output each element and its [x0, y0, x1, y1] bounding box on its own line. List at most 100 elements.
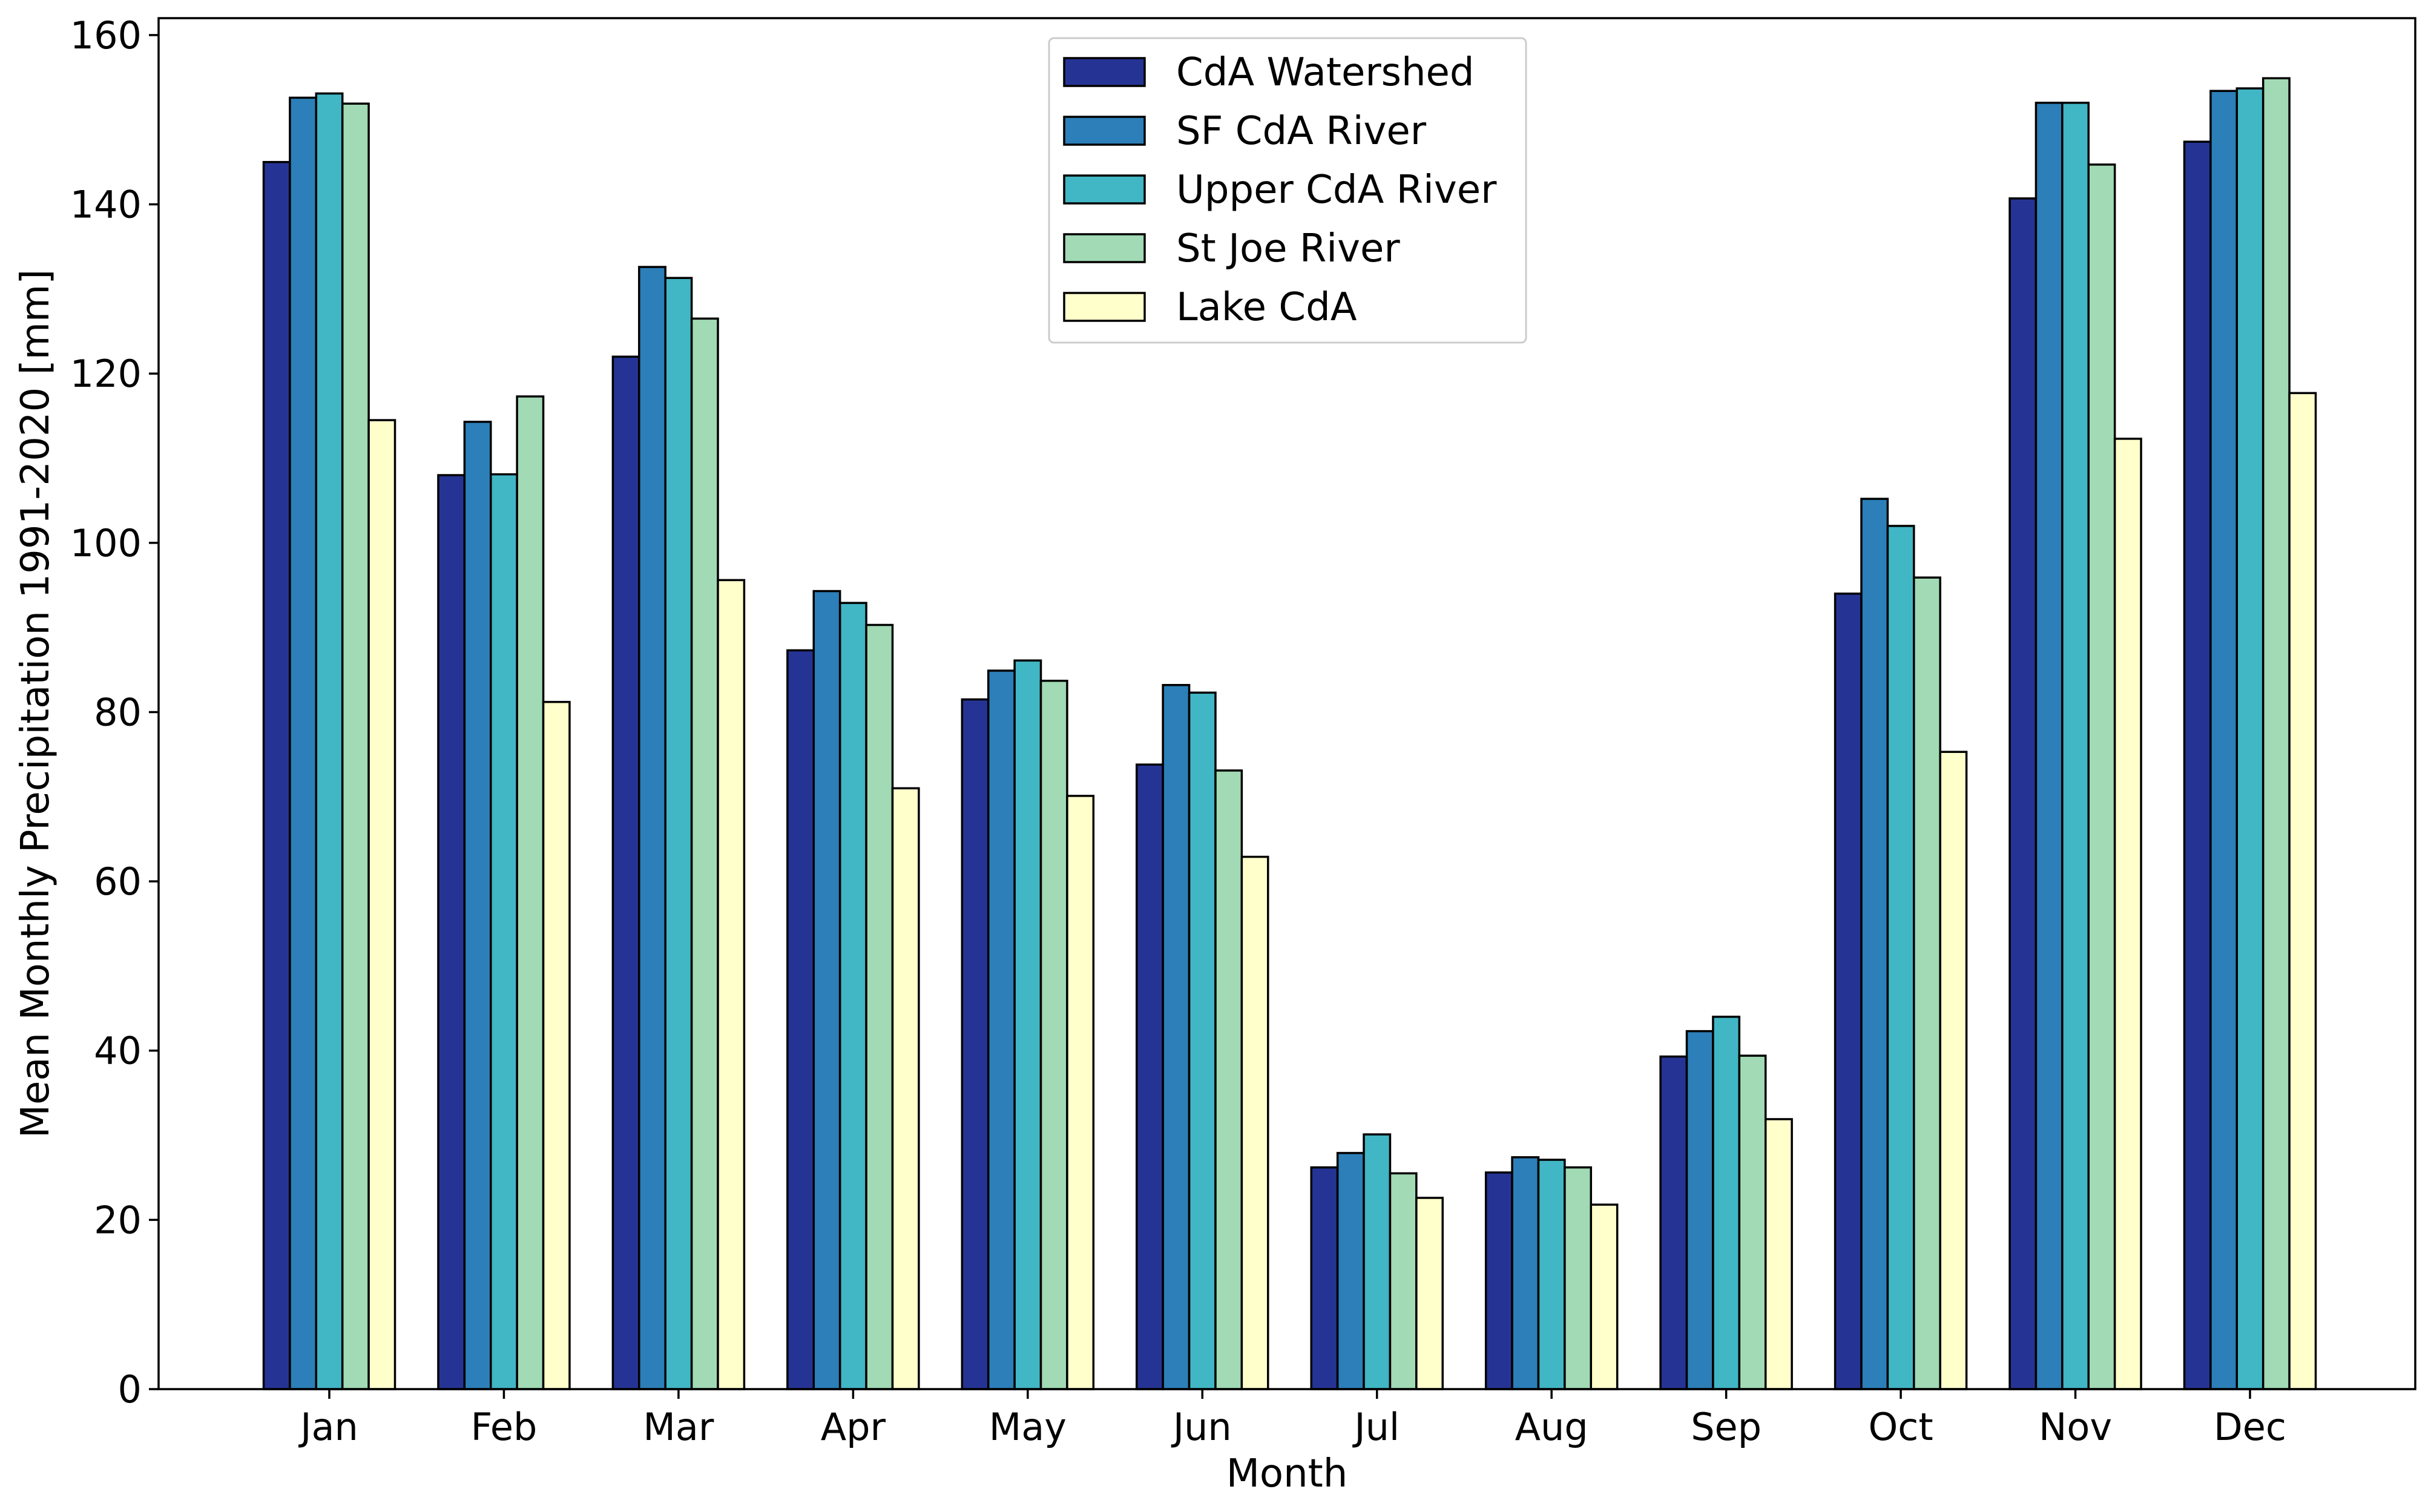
bar-jan-series-1	[289, 96, 318, 1390]
bar-aug-series-4	[1590, 1203, 1619, 1390]
bar-jun-series-1	[1162, 683, 1191, 1390]
x-tick-label-oct: Oct	[1868, 1405, 1933, 1449]
x-tick-label-apr: Apr	[821, 1405, 886, 1449]
bar-mar-series-3	[690, 317, 719, 1390]
bar-dec-series-4	[2288, 392, 2317, 1390]
bar-jul-series-1	[1336, 1152, 1365, 1390]
bar-feb-series-3	[516, 395, 545, 1390]
bar-nov-series-3	[2087, 163, 2116, 1390]
x-axis: Jan Feb Mar Apr May Jun Jul Aug Sep Oct Nov Dec	[298, 1389, 2286, 1449]
x-tick-label-aug: Aug	[1515, 1405, 1588, 1449]
y-tick-label: 100	[70, 521, 142, 565]
y-axis-label: Mean Monthly Precipitation 1991-2020 [mm…	[13, 269, 58, 1139]
bars-group	[262, 77, 2317, 1390]
bar-may-series-1	[987, 669, 1016, 1390]
bar-nov-series-2	[2061, 102, 2090, 1390]
bar-sep-series-0	[1659, 1055, 1688, 1390]
bar-may-series-3	[1039, 680, 1068, 1390]
x-tick-label-dec: Dec	[2214, 1405, 2286, 1449]
bar-dec-series-2	[2235, 87, 2265, 1390]
bar-dec-series-3	[2262, 77, 2291, 1390]
bar-mar-series-0	[611, 355, 640, 1390]
bar-apr-series-0	[786, 649, 815, 1390]
bar-mar-series-2	[664, 277, 693, 1390]
legend-swatch-2	[1063, 174, 1146, 205]
bar-may-series-4	[1066, 795, 1095, 1390]
bar-jan-series-3	[341, 102, 370, 1390]
bar-feb-series-2	[490, 473, 518, 1390]
y-tick-label: 120	[70, 352, 142, 396]
y-tick-label: 40	[94, 1029, 142, 1073]
bar-apr-series-1	[812, 590, 841, 1390]
y-tick-label: 140	[70, 183, 142, 227]
bar-apr-series-3	[865, 623, 894, 1390]
bar-aug-series-1	[1511, 1156, 1540, 1390]
legend-label-0: CdA Watershed	[1176, 50, 1475, 95]
bar-sep-series-4	[1764, 1118, 1793, 1390]
bar-oct-series-1	[1860, 498, 1889, 1390]
bar-mar-series-1	[638, 266, 666, 1390]
bar-feb-series-1	[463, 421, 492, 1390]
bar-dec-series-1	[2209, 90, 2239, 1390]
bar-apr-series-2	[838, 602, 867, 1390]
x-tick-label-feb: Feb	[471, 1405, 538, 1449]
y-tick-label: 80	[94, 690, 142, 734]
bar-nov-series-0	[2008, 197, 2038, 1390]
bar-sep-series-2	[1712, 1016, 1741, 1390]
x-tick-label-mar: Mar	[643, 1405, 714, 1449]
bar-jan-series-2	[315, 92, 344, 1390]
legend-swatch-0	[1063, 57, 1146, 87]
bar-nov-series-1	[2035, 102, 2064, 1390]
bar-may-series-2	[1013, 659, 1042, 1390]
legend-label-4: Lake CdA	[1176, 285, 1357, 330]
legend-label-3: St Joe River	[1176, 226, 1400, 271]
bar-oct-series-0	[1834, 592, 1863, 1390]
bar-sep-series-1	[1685, 1030, 1714, 1390]
bar-mar-series-4	[717, 579, 746, 1390]
bar-sep-series-3	[1738, 1054, 1767, 1390]
bar-jun-series-4	[1240, 855, 1269, 1390]
bar-nov-series-4	[2113, 438, 2142, 1390]
x-tick-label-sep: Sep	[1691, 1405, 1762, 1449]
legend-label-2: Upper CdA River	[1176, 168, 1497, 212]
bar-oct-series-2	[1886, 525, 1915, 1390]
bar-aug-series-2	[1537, 1159, 1566, 1390]
bar-jul-series-2	[1363, 1133, 1392, 1390]
y-tick-label: 60	[94, 860, 142, 904]
bar-aug-series-0	[1484, 1171, 1513, 1390]
x-tick-label-jun: Jun	[1171, 1405, 1232, 1449]
x-tick-label-may: May	[989, 1405, 1067, 1449]
y-tick-label: 20	[94, 1198, 142, 1242]
bar-apr-series-4	[891, 787, 920, 1390]
bar-jul-series-3	[1389, 1172, 1418, 1390]
x-tick-label-jul: Jul	[1352, 1405, 1400, 1449]
legend-swatch-3	[1063, 233, 1146, 263]
plot-frame	[157, 17, 2416, 1390]
bar-oct-series-3	[1913, 576, 1941, 1390]
legend: CdA Watershed SF CdA River Upper CdA River…	[1048, 37, 1527, 344]
x-axis-label: Month	[1226, 1451, 1348, 1496]
y-axis: 0 20 40 60 80 100 120 140 160	[70, 13, 159, 1412]
bar-feb-series-0	[437, 474, 466, 1390]
legend-box	[1048, 37, 1527, 344]
legend-swatch-1	[1063, 116, 1146, 146]
bar-jun-series-2	[1188, 691, 1217, 1390]
bar-jul-series-0	[1310, 1166, 1339, 1390]
bar-oct-series-4	[1939, 751, 1968, 1390]
bar-dec-series-0	[2183, 140, 2212, 1390]
bar-feb-series-4	[542, 700, 571, 1390]
x-tick-label-jan: Jan	[298, 1405, 358, 1449]
x-tick-label-nov: Nov	[2039, 1405, 2112, 1449]
bar-aug-series-3	[1564, 1166, 1593, 1390]
bar-may-series-0	[961, 698, 990, 1390]
bar-jun-series-0	[1136, 763, 1164, 1390]
y-tick-label: 0	[118, 1367, 142, 1412]
legend-swatch-4	[1063, 292, 1146, 322]
y-tick-label: 160	[70, 13, 142, 58]
bar-jun-series-3	[1214, 769, 1243, 1390]
legend-label-1: SF CdA River	[1176, 109, 1427, 154]
bar-jan-series-4	[367, 419, 396, 1390]
bar-jul-series-4	[1415, 1197, 1444, 1390]
bar-jan-series-0	[262, 160, 291, 1390]
